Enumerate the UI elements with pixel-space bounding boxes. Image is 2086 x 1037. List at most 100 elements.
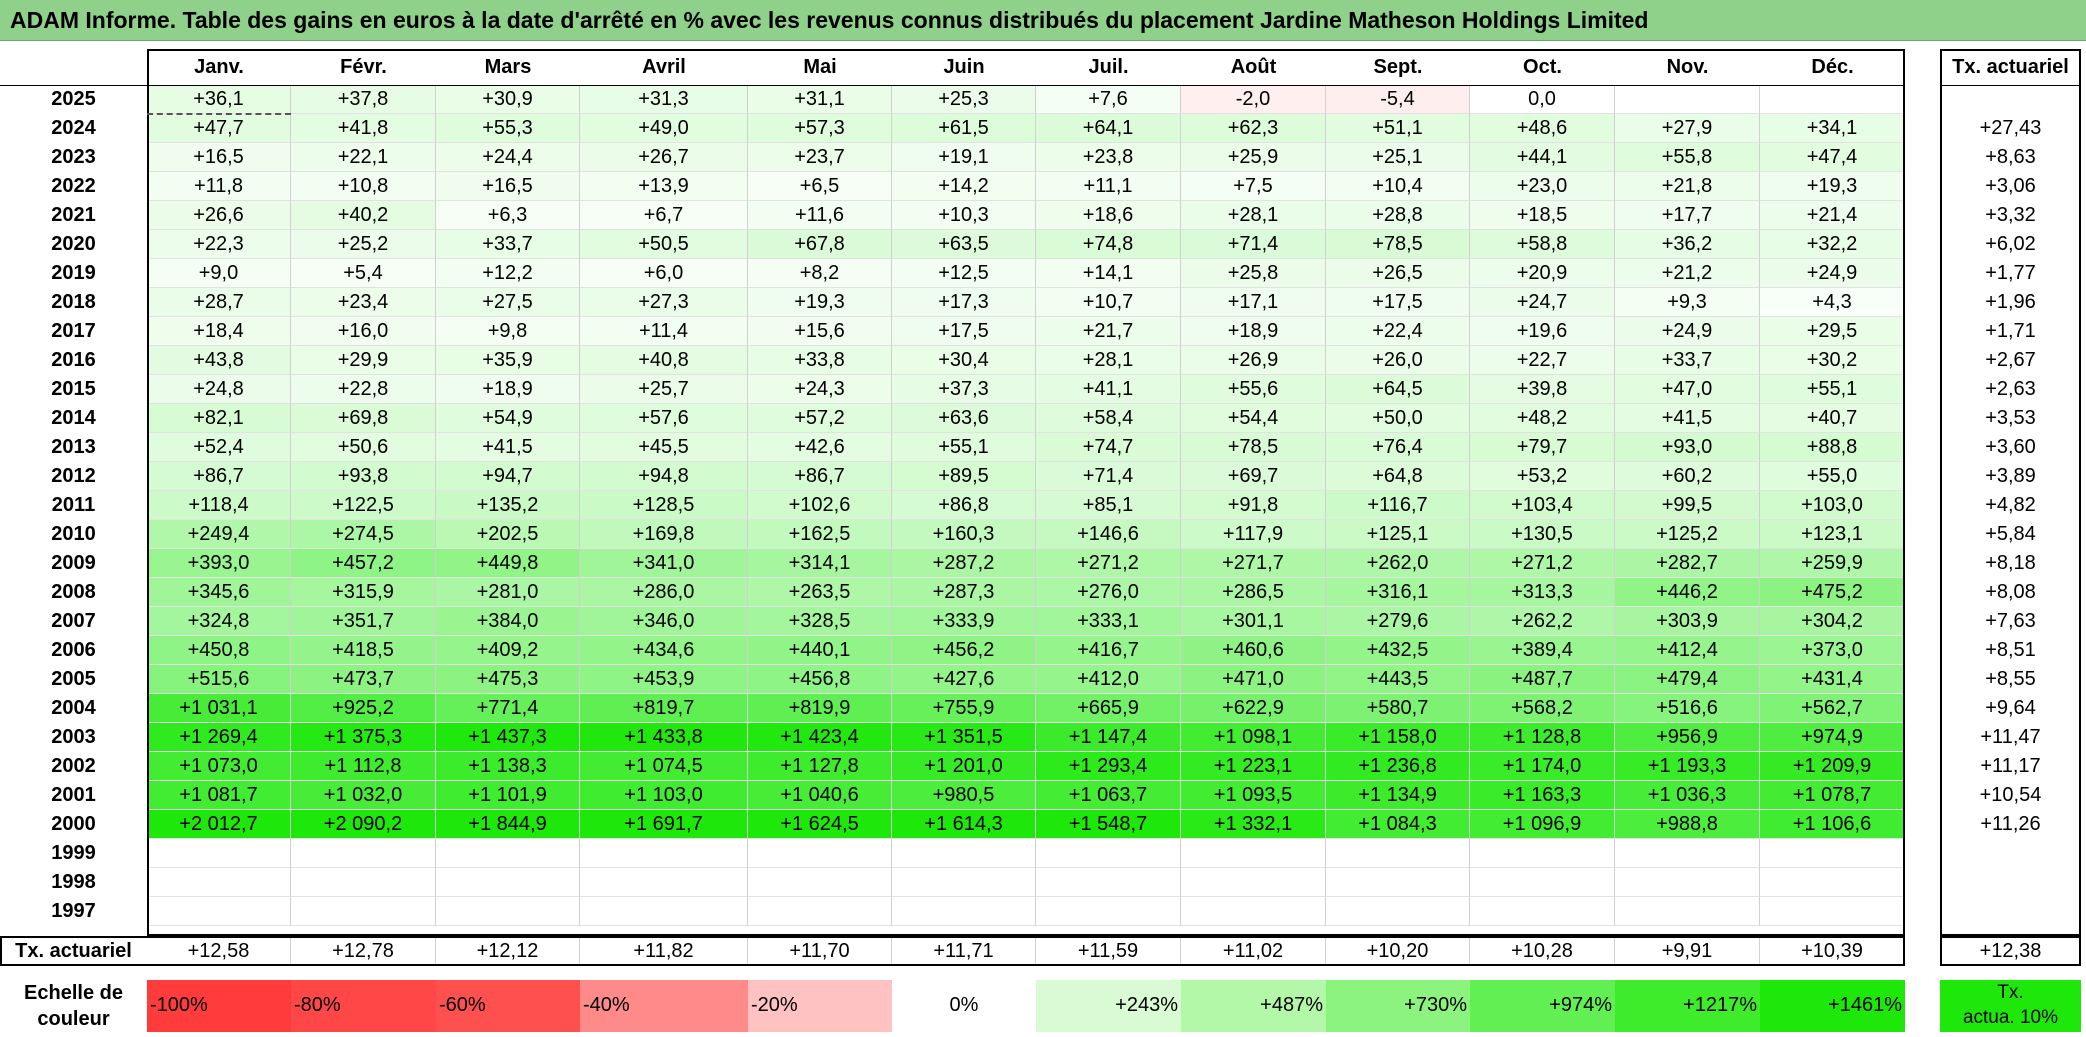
footer-value: +10,28 [1470, 936, 1615, 966]
table-cell: +1 074,5 [580, 752, 748, 781]
table-cell: +1 375,3 [291, 723, 436, 752]
row-actuarial-rate: +1,77 [1985, 262, 2036, 284]
table-cell: +31,3 [580, 85, 748, 114]
table-cell: +281,0 [436, 578, 580, 607]
table-cell: +63,5 [892, 230, 1036, 259]
table-cell: +316,1 [1326, 578, 1470, 607]
table-cell: +259,9 [1760, 549, 1905, 578]
table-cell: +35,9 [436, 346, 580, 375]
table-cell: +1 084,3 [1326, 810, 1470, 839]
table-cell: +925,2 [291, 694, 436, 723]
table-cell: +14,1 [1036, 259, 1181, 288]
table-cell: +43,8 [147, 346, 291, 375]
row-actuarial-rate: +11,17 [1980, 755, 2041, 777]
row-actuarial-rate: +3,53 [1985, 407, 2036, 429]
table-cell: -2,0 [1181, 85, 1326, 114]
table-cell: +36,1 [147, 85, 291, 114]
table-cell: +27,3 [580, 288, 748, 317]
table-cell [1470, 839, 1615, 868]
table-cell: +6,3 [436, 201, 580, 230]
footer-value: +11,82 [580, 936, 748, 966]
table-cell: +33,7 [1615, 346, 1760, 375]
table-cell: +622,9 [1181, 694, 1326, 723]
table-cell: +11,4 [580, 317, 748, 346]
table-cell [1760, 868, 1905, 897]
table-cell: +55,6 [1181, 375, 1326, 404]
table-cell: +287,2 [892, 549, 1036, 578]
table-cell: +82,1 [147, 404, 291, 433]
row-actuarial-rate: +7,63 [1985, 610, 2036, 632]
table-cell: +123,1 [1760, 520, 1905, 549]
table-cell: +64,8 [1326, 462, 1470, 491]
table-cell: +4,3 [1760, 288, 1905, 317]
month-header: Févr. [340, 56, 387, 78]
table-cell: +6,0 [580, 259, 748, 288]
table-cell: +25,9 [1181, 143, 1326, 172]
table-cell [1326, 839, 1470, 868]
footer-value: +10,20 [1326, 936, 1470, 966]
row-actuarial-rate: +2,63 [1985, 378, 2036, 400]
table-cell: +819,9 [748, 694, 892, 723]
table-cell: +25,3 [892, 85, 1036, 114]
table-cell: +1 844,9 [436, 810, 580, 839]
table-cell: +16,5 [147, 143, 291, 172]
table-cell: +41,8 [291, 114, 436, 143]
table-cell: +473,7 [291, 665, 436, 694]
table-cell: +412,0 [1036, 665, 1181, 694]
table-cell: +23,8 [1036, 143, 1181, 172]
table-cell: +48,6 [1470, 114, 1615, 143]
table-cell: +78,5 [1326, 230, 1470, 259]
scale-swatch: -100% [147, 980, 291, 1032]
scale-swatch: +974% [1470, 980, 1615, 1032]
table-cell: +33,8 [748, 346, 892, 375]
row-actuarial-rate: +3,60 [1985, 436, 2036, 458]
table-cell: +63,6 [892, 404, 1036, 433]
table-cell: +1 127,8 [748, 752, 892, 781]
row-actuarial-rate: +1,71 [1985, 320, 2036, 342]
row-actuarial-rate: +8,55 [1985, 668, 2036, 690]
year-label: 2008 [51, 581, 96, 603]
table-cell: +1 174,0 [1470, 752, 1615, 781]
scale-swatch: +1461% [1760, 980, 1905, 1032]
table-cell: +1 031,1 [147, 694, 291, 723]
table-cell: +287,3 [892, 578, 1036, 607]
table-cell: +1 691,7 [580, 810, 748, 839]
table-cell: +1 093,5 [1181, 781, 1326, 810]
table-cell [892, 868, 1036, 897]
year-label: 2011 [51, 494, 96, 516]
table-cell: +303,9 [1615, 607, 1760, 636]
table-cell: +94,7 [436, 462, 580, 491]
table-cell: +1 103,0 [580, 781, 748, 810]
table-cell: +26,0 [1326, 346, 1470, 375]
table-cell: +24,4 [436, 143, 580, 172]
table-cell: +286,5 [1181, 578, 1326, 607]
scale-swatch: -40% [580, 980, 748, 1032]
table-cell: +580,7 [1326, 694, 1470, 723]
row-actuarial-rate: +27,43 [1979, 117, 2042, 139]
header-divider [147, 85, 1905, 86]
table-cell: +91,8 [1181, 491, 1326, 520]
table-cell: +1 351,5 [892, 723, 1036, 752]
table-cell: +20,9 [1470, 259, 1615, 288]
table-cell: +78,5 [1181, 433, 1326, 462]
table-cell [147, 839, 291, 868]
table-cell: +1 101,9 [436, 781, 580, 810]
table-cell: +19,6 [1470, 317, 1615, 346]
table-cell: +57,3 [748, 114, 892, 143]
table-cell [1760, 839, 1905, 868]
table-cell: +23,4 [291, 288, 436, 317]
table-cell: +443,5 [1326, 665, 1470, 694]
month-header: Nov. [1666, 56, 1709, 78]
table-cell: +21,4 [1760, 201, 1905, 230]
table-cell: +53,2 [1470, 462, 1615, 491]
table-cell: +45,5 [580, 433, 748, 462]
table-cell: +88,8 [1760, 433, 1905, 462]
table-cell: +18,5 [1470, 201, 1615, 230]
year-label: 2009 [51, 552, 96, 574]
table-cell: +333,9 [892, 607, 1036, 636]
page-title: ADAM Informe. Table des gains en euros à… [0, 0, 2086, 41]
table-cell: +25,7 [580, 375, 748, 404]
table-cell: +34,1 [1760, 114, 1905, 143]
table-cell: +125,1 [1326, 520, 1470, 549]
table-cell [1615, 839, 1760, 868]
